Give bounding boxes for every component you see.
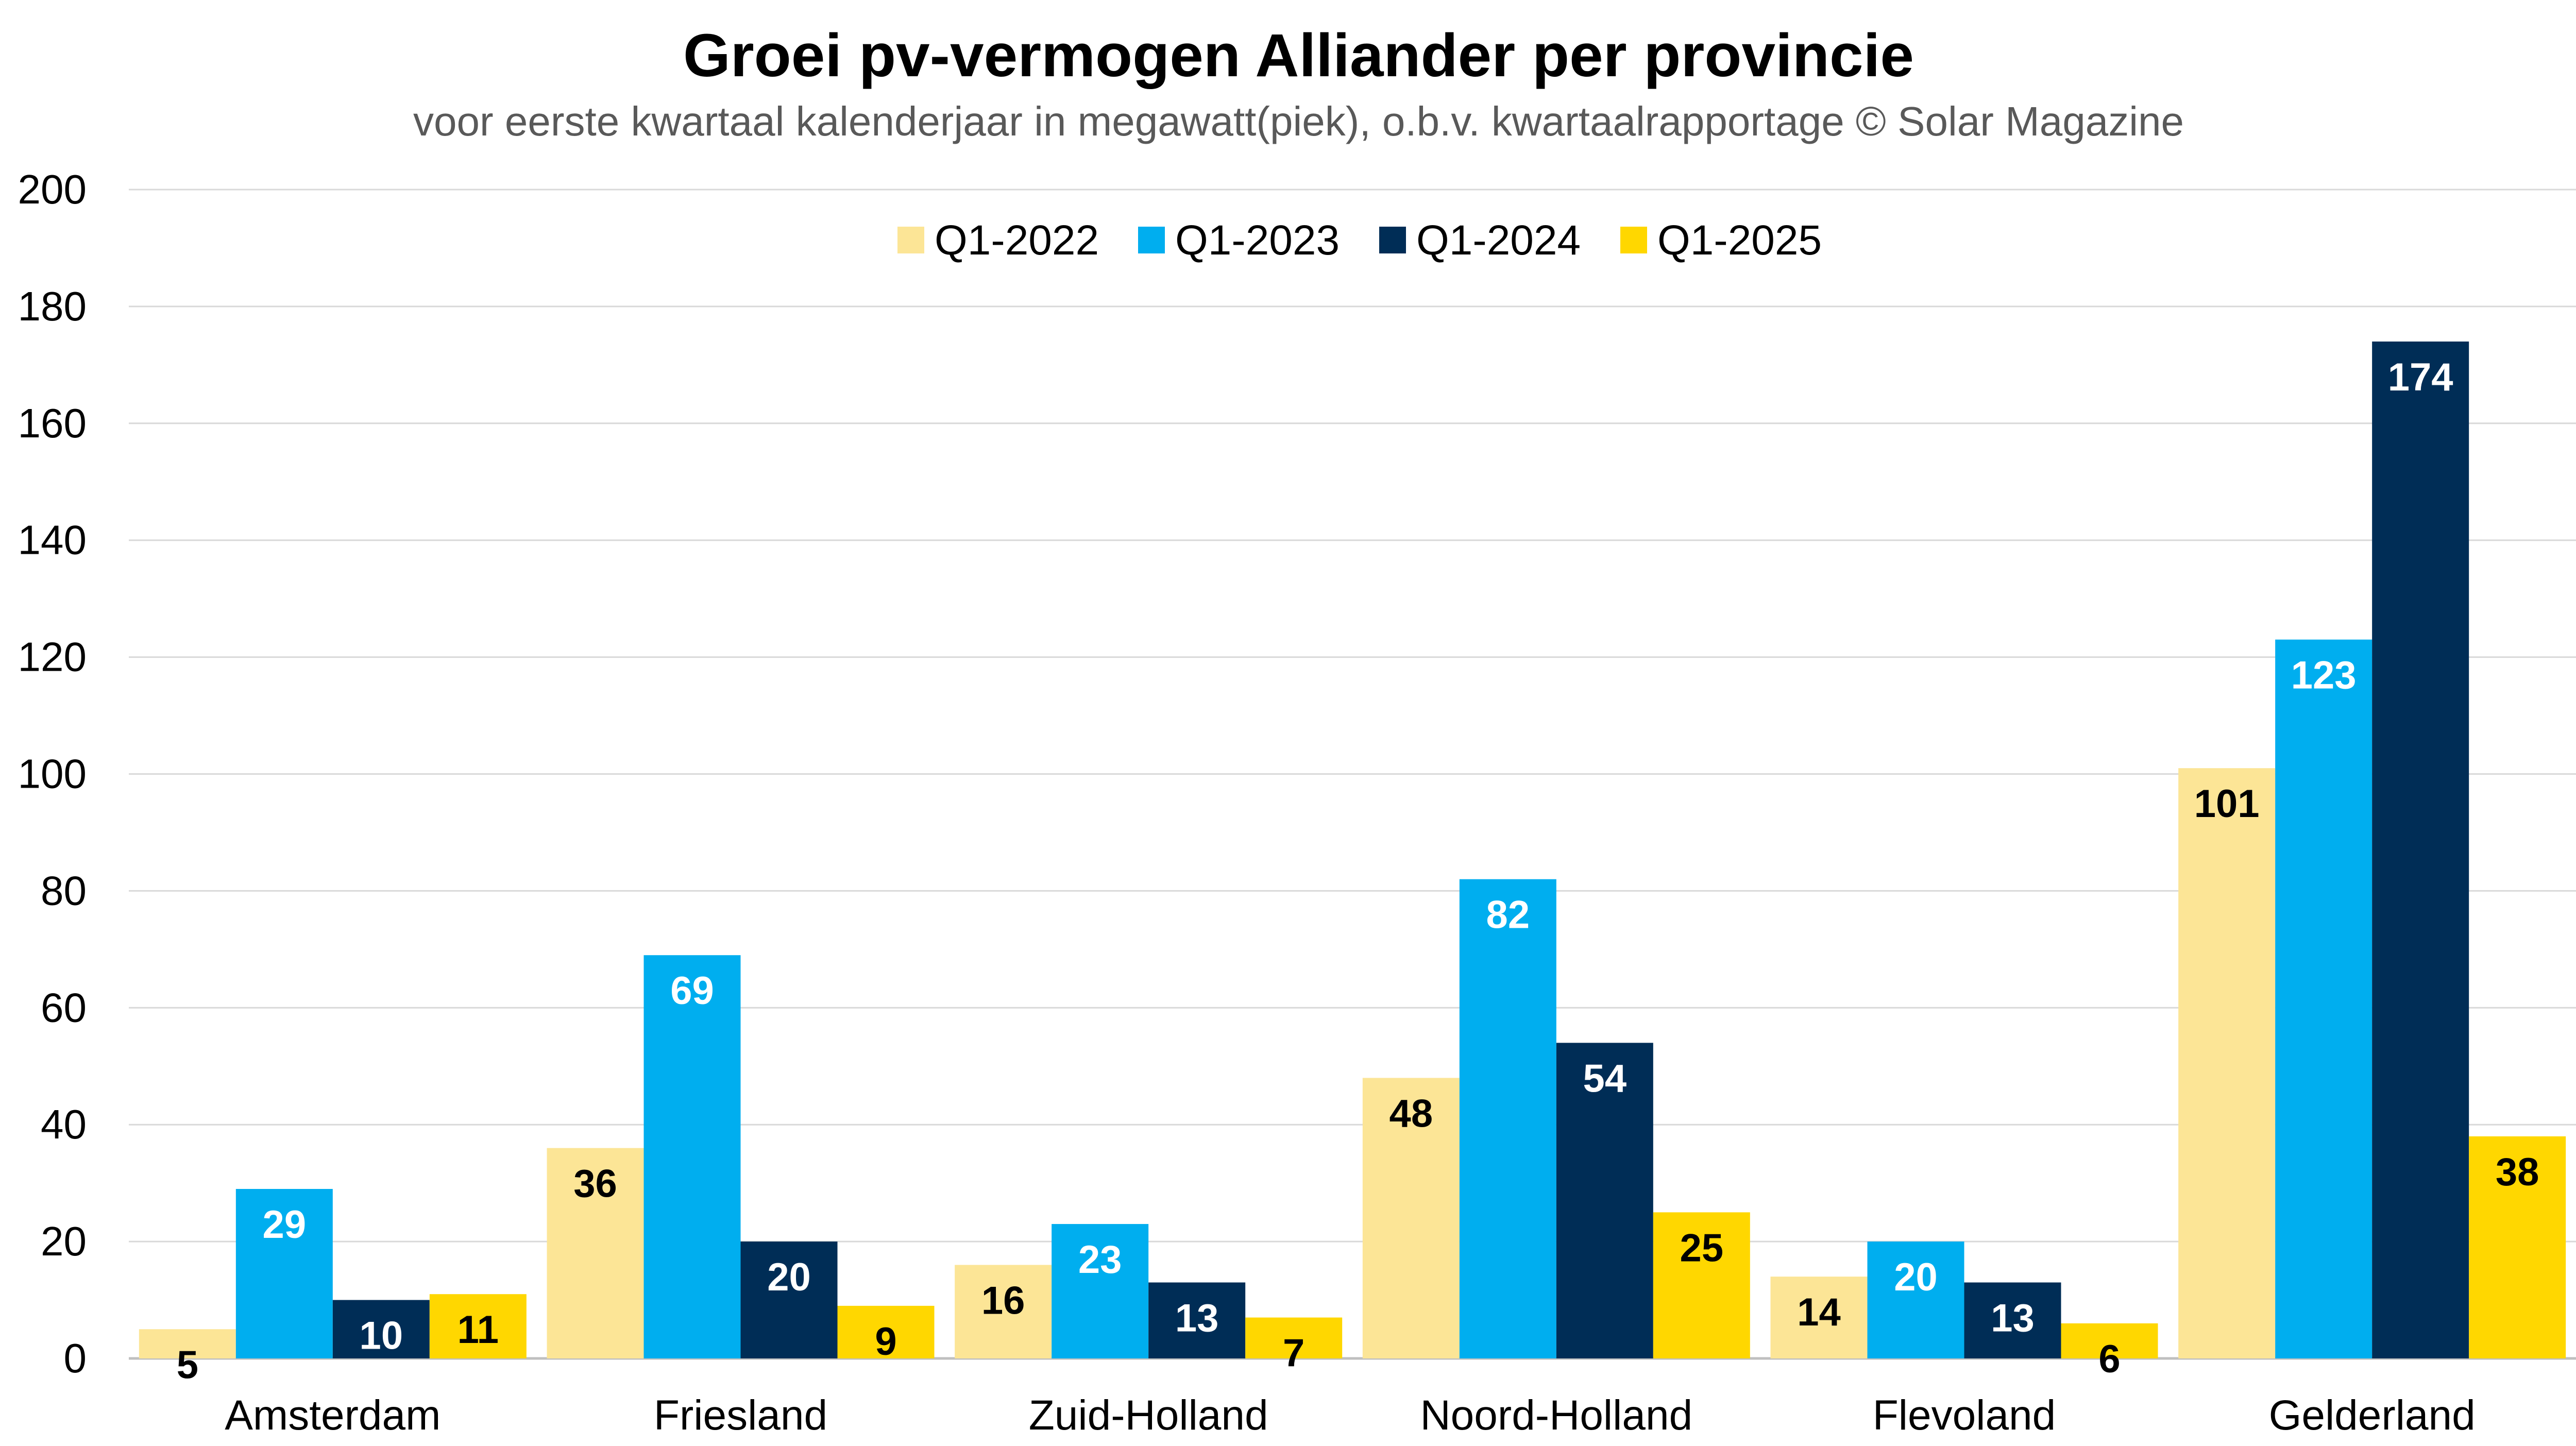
bar: [332, 1300, 430, 1358]
legend-label: Q1-2025: [1657, 217, 1822, 264]
bar: [1052, 1224, 1149, 1358]
y-tick-label: 0: [64, 1335, 87, 1381]
bar: [1653, 1212, 1750, 1358]
bar: [2469, 1136, 2566, 1358]
bar: [2275, 639, 2372, 1358]
legend-label: Q1-2024: [1416, 217, 1581, 264]
bar: [643, 955, 741, 1358]
bar: [1964, 1282, 2061, 1358]
data-label: 174: [2388, 355, 2453, 399]
bar: [235, 1188, 333, 1358]
y-tick-label: 200: [18, 166, 87, 212]
legend-swatch: [1138, 227, 1165, 253]
data-label: 13: [1991, 1297, 2035, 1340]
data-label: 29: [263, 1203, 307, 1247]
data-label: 54: [1583, 1057, 1627, 1100]
bar: [1245, 1317, 1343, 1358]
bar: [2178, 768, 2276, 1358]
y-tick-label: 180: [18, 283, 87, 329]
bar: [139, 1329, 236, 1358]
data-label: 14: [1797, 1290, 1841, 1334]
data-label: 10: [360, 1314, 403, 1358]
bars: [139, 341, 2566, 1358]
data-label: 101: [2194, 782, 2260, 826]
legend-swatch: [1379, 227, 1406, 253]
bar: [837, 1305, 935, 1358]
gridlines: [129, 189, 2576, 1360]
y-tick-label: 140: [18, 517, 87, 563]
legend-label: Q1-2022: [935, 217, 1099, 264]
data-label: 5: [177, 1343, 198, 1387]
data-label: 82: [1486, 893, 1530, 937]
bar: [547, 1148, 644, 1358]
legend-swatch: [897, 227, 924, 253]
data-label: 7: [1283, 1332, 1304, 1375]
bar: [429, 1294, 527, 1358]
data-label: 25: [1680, 1226, 1724, 1270]
data-label: 36: [573, 1162, 617, 1206]
legend-label: Q1-2023: [1175, 217, 1340, 264]
bar: [1459, 879, 1556, 1358]
bar: [740, 1241, 838, 1358]
data-labels: 5 29 10 11 36 69 20 9 16 23 13 7 48 82 54 25 14 20 13 6 101 1…: [177, 355, 2539, 1387]
x-axis-ticks: Amsterdam Friesland Zuid-Holland Noord-Holl…: [225, 1392, 2476, 1439]
x-tick-label: Flevoland: [1873, 1392, 2056, 1439]
y-tick-label: 40: [41, 1101, 87, 1147]
data-label: 9: [875, 1320, 896, 1364]
y-tick-label: 100: [18, 751, 87, 797]
y-tick-label: 60: [41, 984, 87, 1030]
data-label: 6: [2098, 1337, 2120, 1381]
y-tick-label: 160: [18, 400, 87, 446]
data-label: 13: [1175, 1297, 1219, 1340]
x-tick-label: Gelderland: [2269, 1392, 2476, 1439]
x-tick-label: Noord-Holland: [1420, 1392, 1692, 1439]
x-tick-label: Amsterdam: [225, 1392, 440, 1439]
bar: [1148, 1282, 1246, 1358]
bar: [1867, 1241, 1964, 1358]
data-label: 123: [2291, 654, 2357, 698]
chart-subtitle: voor eerste kwartaal kalenderjaar in meg…: [413, 98, 2184, 144]
data-label: 38: [2496, 1150, 2539, 1194]
data-label: 20: [767, 1255, 811, 1299]
bar: [955, 1265, 1052, 1358]
legend-swatch: [1620, 227, 1647, 253]
bar: [1556, 1043, 1653, 1358]
x-tick-label: Friesland: [654, 1392, 827, 1439]
bar: [2061, 1323, 2158, 1358]
x-tick-label: Zuid-Holland: [1029, 1392, 1268, 1439]
data-label: 48: [1389, 1092, 1433, 1135]
y-axis-ticks: 0 20 40 60 80 100 120 140 160 180 200: [18, 166, 87, 1381]
y-tick-label: 120: [18, 634, 87, 680]
data-label: 20: [1894, 1255, 1938, 1299]
bar: [1362, 1078, 1460, 1358]
chart-title: Groei pv-vermogen Alliander per provinci…: [683, 22, 1914, 90]
y-tick-label: 20: [41, 1218, 87, 1264]
y-tick-label: 80: [41, 867, 87, 913]
data-label: 11: [457, 1308, 499, 1352]
bar: [1770, 1277, 1868, 1358]
data-label: 16: [981, 1279, 1025, 1322]
data-label: 69: [670, 969, 714, 1013]
data-label: 23: [1078, 1238, 1122, 1282]
legend: Q1-2022 Q1-2023 Q1-2024 Q1-2025: [897, 217, 1822, 264]
bar: [2372, 341, 2469, 1358]
